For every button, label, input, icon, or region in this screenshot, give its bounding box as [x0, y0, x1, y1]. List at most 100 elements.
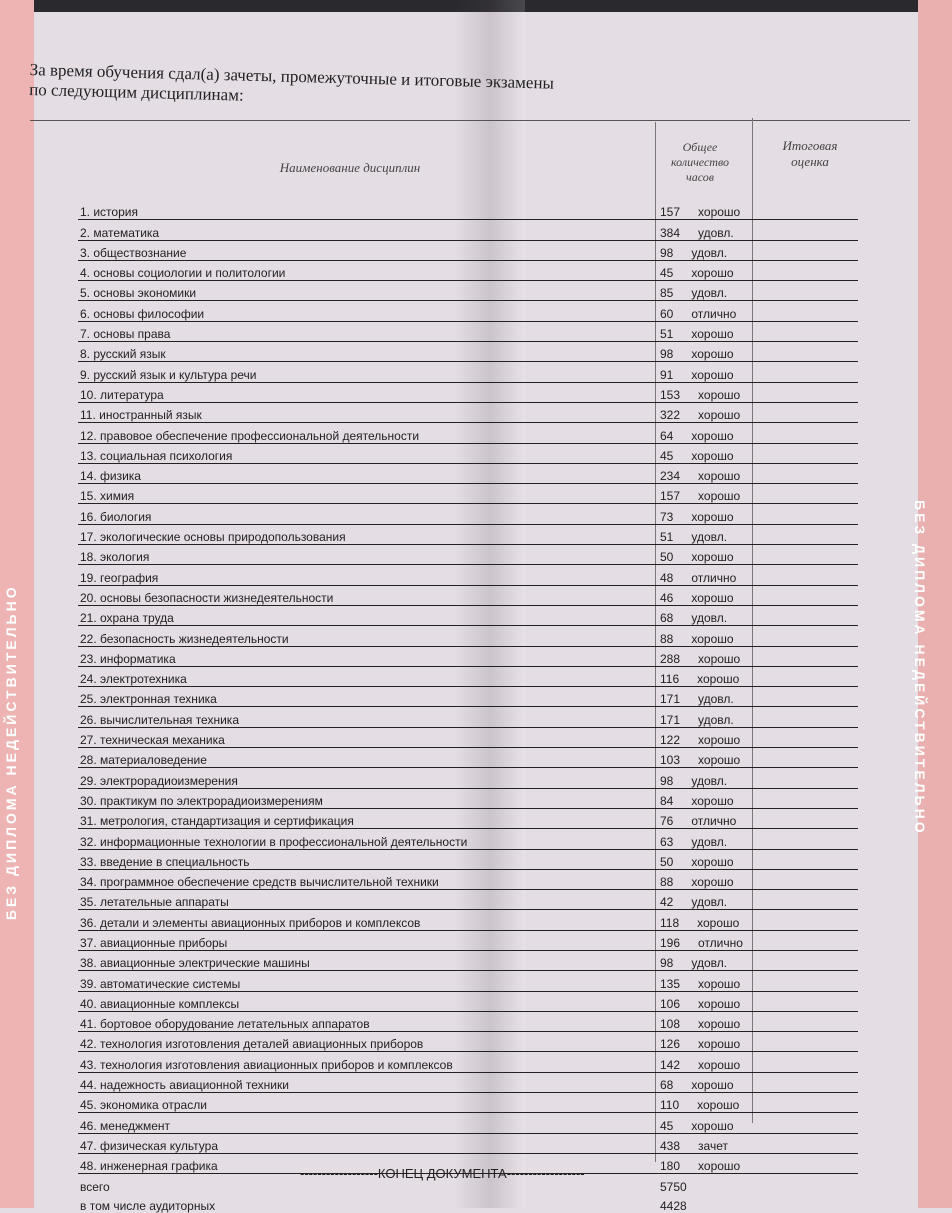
- right-security-stripe: [918, 0, 952, 1208]
- cell-grade: зачет: [698, 1138, 728, 1153]
- cell-name: в том числе аудиторных: [80, 1198, 216, 1213]
- cell-grade: удовл.: [691, 834, 728, 849]
- table-row: 17. экологические основы природопользова…: [78, 525, 858, 546]
- cell-grade: хорошо: [691, 509, 734, 524]
- cell-name: 22. безопасность жизнедеятельности: [80, 631, 289, 646]
- table-row: 40. авиационные комплексы 106 хорошо: [78, 992, 858, 1012]
- cell-hours: 384: [660, 225, 681, 240]
- cell-grade: хорошо: [698, 1037, 741, 1052]
- table-row: 4. основы социологии и политологии 45 хоро…: [78, 261, 858, 282]
- cell-grade: хорошо: [698, 205, 741, 220]
- cell-hours: 142: [660, 1057, 681, 1072]
- cell-grade: удовл.: [691, 245, 728, 260]
- cell-grade: хорошо: [691, 448, 734, 463]
- table-row: 35. летательные аппараты 42 удовл.: [78, 890, 858, 911]
- table-row: 14. физика 234 хорошо: [78, 464, 858, 485]
- table-row: 10. литература 153 хорошо: [78, 383, 858, 403]
- left-stripe-text: БЕЗ ДИПЛОМА НЕДЕЙСТВИТЕЛЬНО: [3, 584, 19, 920]
- cell-hours: 60: [660, 306, 674, 321]
- cell-grade: хорошо: [691, 590, 734, 605]
- cell-name: 12. правовое обеспечение профессионально…: [80, 428, 420, 443]
- table-row: 38. авиационные электрические машины 98 уд…: [78, 951, 858, 972]
- table-row: 16. биология 73 хорошо: [78, 504, 858, 525]
- cell-grade: удовл.: [691, 956, 728, 971]
- cell-grade: хорошо: [691, 854, 734, 869]
- cell-hours: 98: [660, 956, 674, 971]
- header-hours: Общее количество часов: [670, 140, 730, 184]
- cell-name: 47. физическая культура: [80, 1138, 219, 1153]
- cell-grade: хорошо: [698, 1017, 741, 1032]
- cell-hours: 45: [660, 448, 674, 463]
- cell-name: 7. основы права: [80, 327, 171, 342]
- table-row: 9. русский язык и культура речи 91 хорошо: [78, 362, 858, 383]
- table-row: 7. основы права 51 хорошо: [78, 322, 858, 343]
- cell-grade: хорошо: [698, 469, 741, 484]
- cell-hours: 68: [660, 611, 674, 626]
- cell-hours: 76: [660, 814, 674, 829]
- cell-name: 44. надежность авиационной техники: [80, 1078, 289, 1093]
- table-row: 19. география 48 отлично: [78, 565, 858, 586]
- table-row: 1. история 157 хорошо: [78, 200, 858, 221]
- cell-grade: хорошо: [691, 367, 734, 382]
- cell-name: 10. литература: [80, 387, 164, 402]
- cell-hours: 116: [660, 672, 680, 687]
- cell-name: 1. история: [80, 205, 138, 220]
- table-row: 48. инженерная графика 180 хорошо: [78, 1154, 858, 1175]
- cell-hours: 48: [660, 570, 674, 585]
- cell-grade: удовл.: [691, 286, 728, 301]
- cell-hours: 88: [660, 875, 674, 890]
- table-row: 5. основы экономики 85 удовл.: [78, 281, 858, 302]
- cell-grade: отлично: [691, 306, 737, 321]
- cell-name: 30. практикум по электрорадиоизмерениям: [80, 793, 323, 808]
- cell-hours: 153: [660, 387, 681, 402]
- cell-hours: 322: [660, 408, 681, 423]
- cell-name: 14. физика: [80, 469, 141, 484]
- table-row: 30. практикум по электрорадиоизмерениям 8…: [78, 789, 858, 809]
- table-row: 36. детали и элементы авиационных прибор…: [78, 910, 858, 931]
- cell-hours: 98: [660, 347, 674, 362]
- cell-grade: удовл.: [691, 895, 728, 910]
- cell-grade: хорошо: [698, 408, 741, 423]
- cell-name: 9. русский язык и культура речи: [80, 367, 257, 382]
- cell-name: 48. инженерная графика: [80, 1159, 218, 1174]
- cell-grade: хорошо: [691, 428, 734, 443]
- cell-hours: 118: [660, 915, 680, 930]
- cell-name: 34. программное обеспечение средств вычи…: [80, 875, 439, 890]
- table-row: 43. технология изготовления авиационных …: [78, 1052, 858, 1073]
- cell-name: 16. биология: [80, 509, 152, 524]
- cell-name: 15. химия: [80, 489, 135, 504]
- table-row: 31. метрология, стандартизация и сертифи…: [78, 809, 858, 830]
- cell-grade: хорошо: [697, 672, 740, 687]
- cell-grade: хорошо: [691, 347, 734, 362]
- cell-grade: удовл.: [691, 530, 728, 545]
- cell-grade: отлично: [691, 814, 737, 829]
- cell-name: 11. иностранный язык: [80, 408, 202, 423]
- table-row: в том числе аудиторных 4428: [78, 1194, 858, 1213]
- cell-grade: удовл.: [691, 611, 728, 626]
- cell-grade: отлично: [691, 570, 737, 585]
- table-row: 26. вычислительная техника 171 удовл.: [78, 707, 858, 728]
- cell-hours: 45: [660, 266, 674, 281]
- cell-hours: 42: [660, 895, 674, 910]
- cell-grade: хорошо: [691, 875, 734, 890]
- cell-grade: хорошо: [691, 327, 734, 342]
- cell-hours: 180: [660, 1159, 681, 1174]
- cell-grade: хорошо: [698, 1057, 741, 1072]
- cell-hours: 98: [660, 245, 674, 260]
- cell-name: 23. информатика: [80, 651, 176, 666]
- table-row: 15. химия 157 хорошо: [78, 484, 858, 505]
- cell-hours: 5750: [660, 1179, 687, 1194]
- cell-hours: 68: [660, 1078, 674, 1093]
- cell-hours: 103: [660, 753, 681, 768]
- table-row: 21. охрана труда 68 удовл.: [78, 606, 858, 627]
- cell-hours: 50: [660, 550, 674, 565]
- background-edge: [0, 0, 952, 12]
- table-row: 3. обществознание 98 удовл.: [78, 241, 858, 261]
- cell-grade: хорошо: [698, 976, 741, 991]
- cell-name: 28. материаловедение: [80, 753, 207, 768]
- cell-hours: 85: [660, 286, 674, 301]
- cell-hours: 110: [660, 1098, 680, 1113]
- cell-hours: 171: [660, 692, 681, 707]
- table-row: 2. математика 384 удовл.: [78, 220, 858, 241]
- cell-name: 32. информационные технологии в професси…: [80, 834, 468, 849]
